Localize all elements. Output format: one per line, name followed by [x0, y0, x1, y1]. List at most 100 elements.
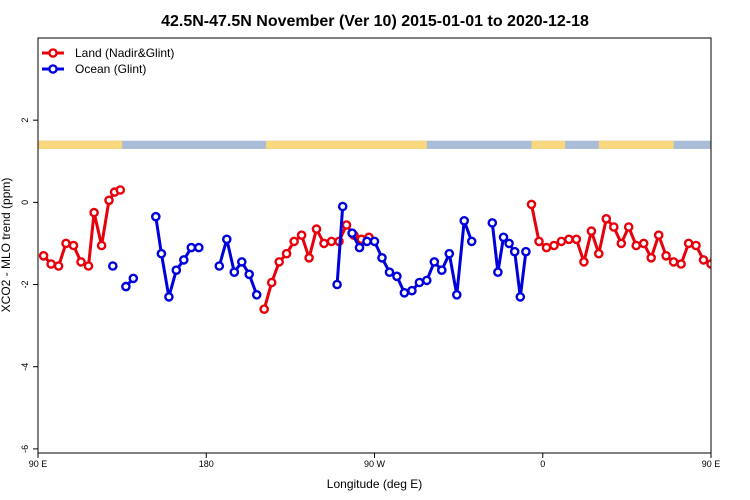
data-point	[466, 236, 477, 247]
data-point	[89, 207, 99, 218]
data-point	[354, 242, 365, 253]
data-point	[108, 261, 118, 271]
data-point	[341, 220, 352, 230]
data-point	[730, 197, 737, 204]
data-point	[683, 238, 694, 249]
data-point	[609, 222, 619, 232]
data-point	[337, 201, 348, 212]
data-point	[459, 215, 470, 226]
data-point	[46, 259, 56, 269]
data-point	[68, 240, 79, 251]
data-point	[369, 236, 380, 247]
x-tick-label: 90 W	[364, 459, 386, 469]
legend: Land (Nadir&Glint) Ocean (Glint)	[42, 46, 174, 76]
data-point	[579, 257, 589, 267]
data-point	[676, 259, 686, 269]
data-point	[229, 267, 240, 278]
series-layer	[38, 185, 744, 315]
data-point	[541, 242, 552, 253]
data-point	[377, 252, 387, 263]
land-mask-segment	[38, 140, 123, 149]
data-point	[653, 230, 664, 240]
data-point	[311, 224, 322, 234]
x-tick-label: 90 E	[702, 459, 721, 469]
x-axis-ticks: 90 E 180 90 W 0 90 E	[29, 453, 721, 469]
data-point	[61, 238, 71, 249]
land-mask-segment	[531, 140, 566, 149]
land-mask-segment	[598, 140, 674, 149]
series-land	[38, 185, 744, 315]
legend-label: Ocean (Glint)	[75, 62, 146, 76]
data-point	[735, 262, 742, 269]
data-point	[414, 277, 425, 288]
data-point	[549, 240, 559, 251]
data-point	[631, 240, 642, 251]
data-point	[586, 226, 597, 236]
data-point	[722, 242, 729, 249]
data-point	[487, 218, 498, 228]
data-point	[274, 257, 285, 267]
series-line	[350, 219, 474, 297]
data-point	[515, 292, 526, 302]
data-point	[715, 209, 722, 216]
series-line	[490, 222, 528, 299]
legend-item: Land (Nadir&Glint)	[42, 46, 174, 60]
data-point	[362, 236, 372, 247]
land-mask-segment	[266, 140, 427, 149]
data-point	[384, 267, 395, 278]
data-point	[451, 289, 462, 300]
data-point	[623, 222, 634, 232]
data-point	[251, 289, 262, 300]
data-point	[429, 257, 440, 267]
data-point	[493, 267, 503, 278]
data-point	[646, 252, 657, 263]
data-point	[601, 213, 612, 224]
x-tick-label: 90 E	[29, 459, 48, 469]
data-point	[53, 261, 64, 271]
data-point	[319, 238, 329, 249]
data-point	[556, 236, 567, 247]
data-point	[156, 248, 167, 259]
data-point	[214, 261, 225, 271]
data-point	[221, 234, 232, 245]
data-point	[534, 236, 544, 247]
y-axis-ticks: -6 -4 -2 0 2	[20, 118, 38, 453]
data-point	[76, 257, 86, 267]
data-point	[332, 279, 342, 290]
legend-swatch-marker	[48, 64, 58, 74]
data-point	[178, 255, 189, 265]
data-point	[289, 236, 299, 247]
data-point	[281, 248, 292, 259]
data-point	[571, 234, 582, 245]
data-point	[96, 240, 107, 251]
land-ocean-mask	[38, 140, 711, 149]
data-point	[392, 271, 402, 282]
data-point	[691, 240, 701, 251]
data-point	[504, 238, 514, 249]
data-point	[436, 265, 447, 276]
data-point	[421, 275, 432, 286]
series-line	[530, 204, 711, 266]
data-point	[266, 277, 277, 288]
data-point	[115, 185, 126, 195]
x-tick-label: 0	[540, 459, 545, 469]
data-point	[193, 242, 204, 253]
data-point	[706, 259, 711, 269]
data-point	[698, 255, 709, 265]
data-point	[347, 228, 357, 238]
data-point	[399, 287, 410, 298]
data-point	[104, 195, 114, 206]
y-tick-label: 2	[20, 118, 30, 123]
y-tick-label: 0	[20, 200, 30, 205]
legend-label: Land (Nadir&Glint)	[75, 46, 174, 60]
y-tick-label: -4	[20, 363, 30, 371]
data-point	[498, 232, 509, 243]
data-point	[304, 252, 314, 263]
data-point	[638, 238, 649, 249]
data-point	[509, 246, 520, 257]
x-axis-label: Longitude (deg E)	[327, 477, 422, 491]
data-point	[186, 242, 197, 253]
data-point	[737, 189, 744, 196]
y-axis-label: XCO2 - MLO trend (ppm)	[0, 178, 13, 313]
